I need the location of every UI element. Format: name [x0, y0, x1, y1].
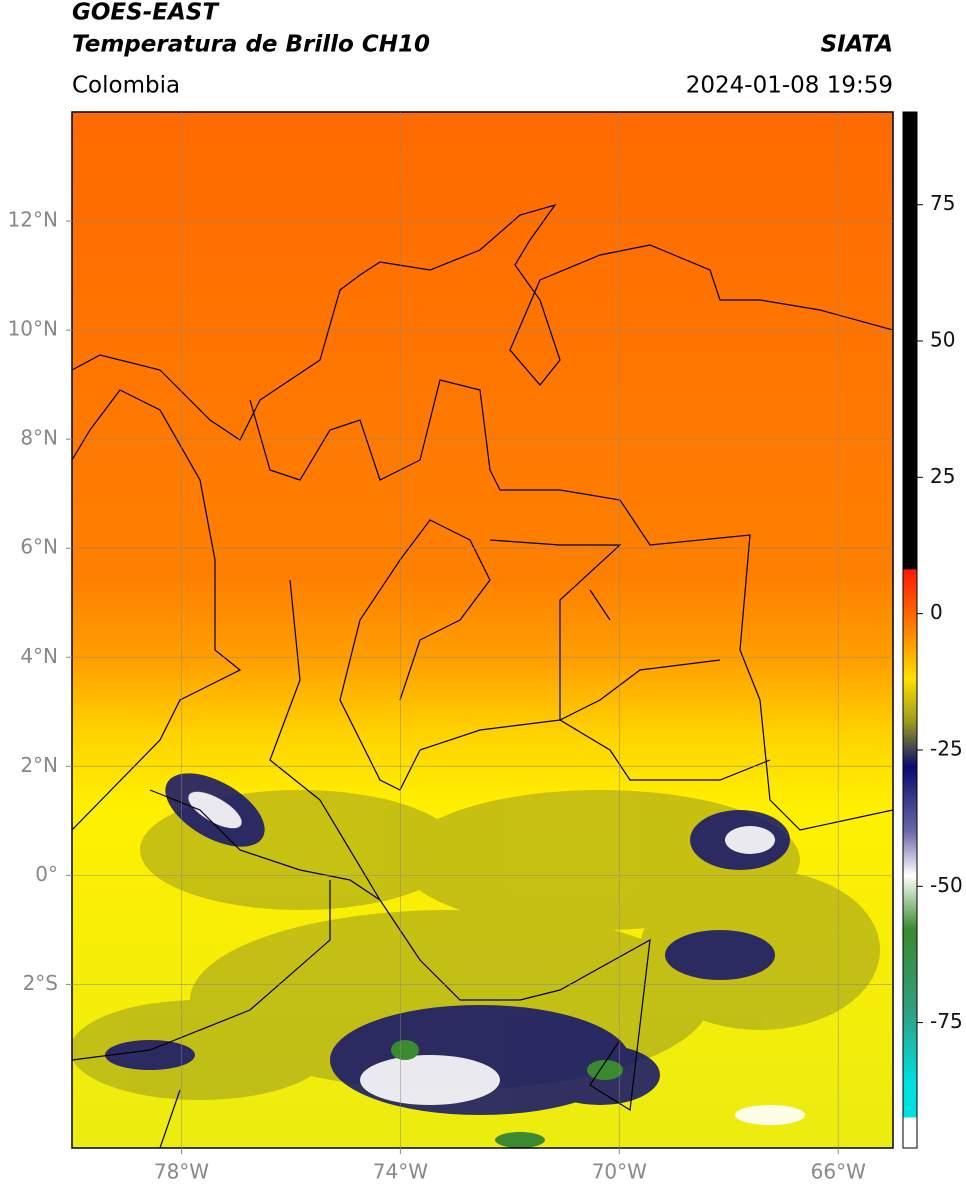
y-tick-label: 10°N	[8, 317, 58, 341]
y-tick-label: 4°N	[20, 644, 58, 668]
timestamp: 2024-01-08 19:59	[686, 73, 893, 99]
x-tick-label: 66°W	[811, 1160, 866, 1184]
colorbar-tick-label: -25	[930, 736, 963, 760]
map-frame	[71, 111, 894, 1149]
source: SIATA	[821, 32, 893, 58]
colorbar-tick-label: 75	[930, 191, 955, 215]
colorbar-tick-label: 25	[930, 464, 955, 488]
colorbar-tick-label: 0	[930, 600, 943, 624]
y-tick-label: 0°	[35, 862, 58, 886]
colorbar-tick-label: 50	[930, 328, 955, 352]
colorbar-tick-label: -75	[930, 1009, 963, 1033]
region: Colombia	[72, 73, 180, 99]
y-tick-label: 2°S	[23, 971, 58, 995]
subtitle: Temperatura de Brillo CH10	[72, 32, 430, 58]
x-tick-label: 70°W	[592, 1160, 647, 1184]
y-tick-label: 6°N	[20, 535, 58, 559]
satellite-image	[72, 112, 893, 1148]
y-tick-label: 8°N	[20, 426, 58, 450]
colorbar-tick-label: -50	[930, 873, 963, 897]
x-tick-label: 74°W	[373, 1160, 428, 1184]
y-tick-label: 12°N	[8, 208, 58, 232]
x-tick-label: 78°W	[154, 1160, 209, 1184]
title: GOES-EAST	[72, 0, 220, 26]
colorbar	[902, 111, 918, 1149]
y-tick-label: 2°N	[20, 753, 58, 777]
